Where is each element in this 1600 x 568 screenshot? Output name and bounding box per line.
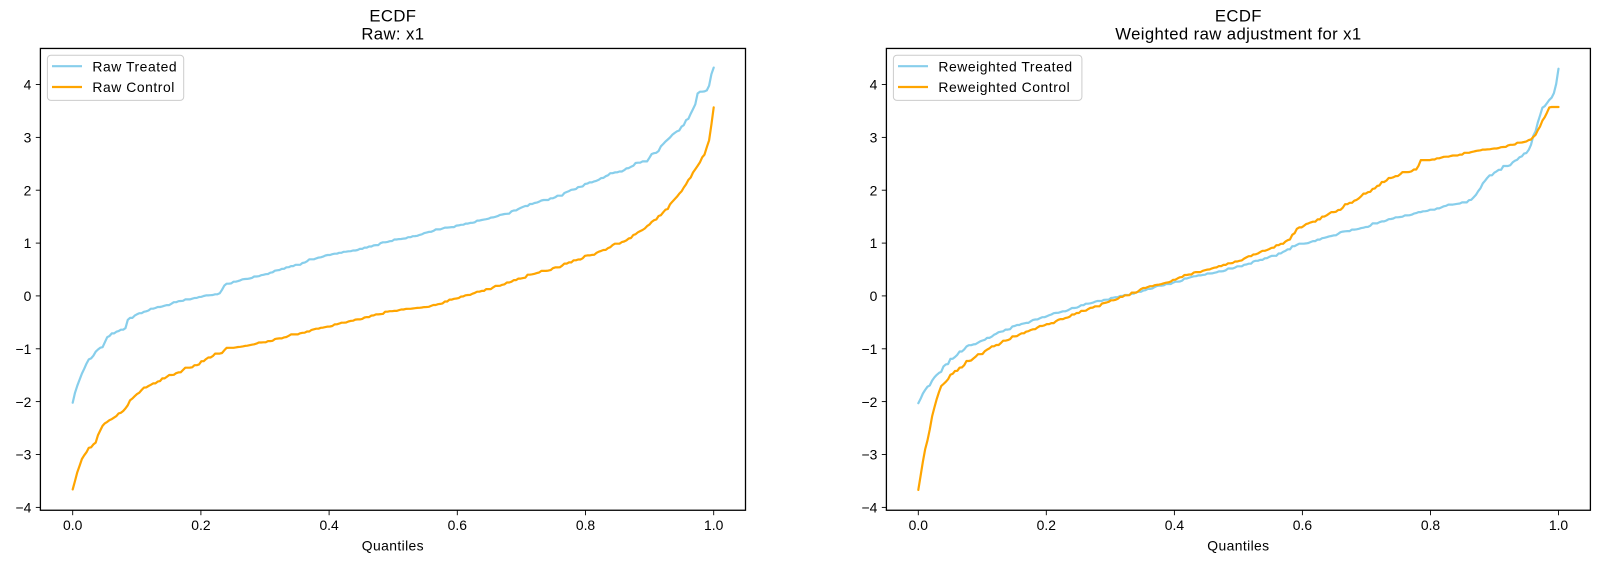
svg-text:1.0: 1.0 [704,517,724,533]
svg-text:4: 4 [24,77,32,93]
svg-text:3: 3 [24,130,32,146]
svg-text:Raw: x1: Raw: x1 [361,25,424,44]
svg-text:0.0: 0.0 [63,517,83,533]
svg-text:−1: −1 [862,341,878,357]
svg-text:0.6: 0.6 [448,517,468,533]
svg-text:−2: −2 [16,394,32,410]
svg-text:Reweighted Treated: Reweighted Treated [938,58,1072,74]
svg-text:0.0: 0.0 [909,517,929,533]
svg-text:Weighted raw adjustment for x1: Weighted raw adjustment for x1 [1115,25,1361,44]
svg-text:Reweighted Control: Reweighted Control [938,79,1070,95]
svg-text:1: 1 [24,235,32,251]
svg-text:−4: −4 [862,500,878,516]
svg-text:3: 3 [870,130,878,146]
svg-text:−1: −1 [16,341,32,357]
svg-text:Quantiles: Quantiles [1207,537,1269,553]
svg-text:2: 2 [24,182,32,198]
svg-text:0.4: 0.4 [319,517,339,533]
svg-text:−4: −4 [16,500,32,516]
svg-text:Raw Treated: Raw Treated [92,58,177,74]
svg-text:0.4: 0.4 [1165,517,1185,533]
svg-text:0: 0 [870,288,878,304]
svg-text:0.8: 0.8 [1421,517,1441,533]
svg-text:0.8: 0.8 [576,517,596,533]
svg-text:1: 1 [870,235,878,251]
svg-text:0.2: 0.2 [191,517,211,533]
svg-text:2: 2 [870,182,878,198]
svg-text:−2: −2 [862,394,878,410]
svg-text:Quantiles: Quantiles [362,537,424,553]
svg-text:0.2: 0.2 [1037,517,1057,533]
svg-text:0.6: 0.6 [1293,517,1313,533]
svg-text:1.0: 1.0 [1549,517,1569,533]
svg-text:0: 0 [24,288,32,304]
svg-text:−3: −3 [862,447,878,463]
svg-text:ECDF: ECDF [369,7,416,26]
svg-text:−3: −3 [16,447,32,463]
svg-text:ECDF: ECDF [1215,7,1262,26]
svg-text:Raw Control: Raw Control [92,79,174,95]
svg-text:4: 4 [870,77,878,93]
